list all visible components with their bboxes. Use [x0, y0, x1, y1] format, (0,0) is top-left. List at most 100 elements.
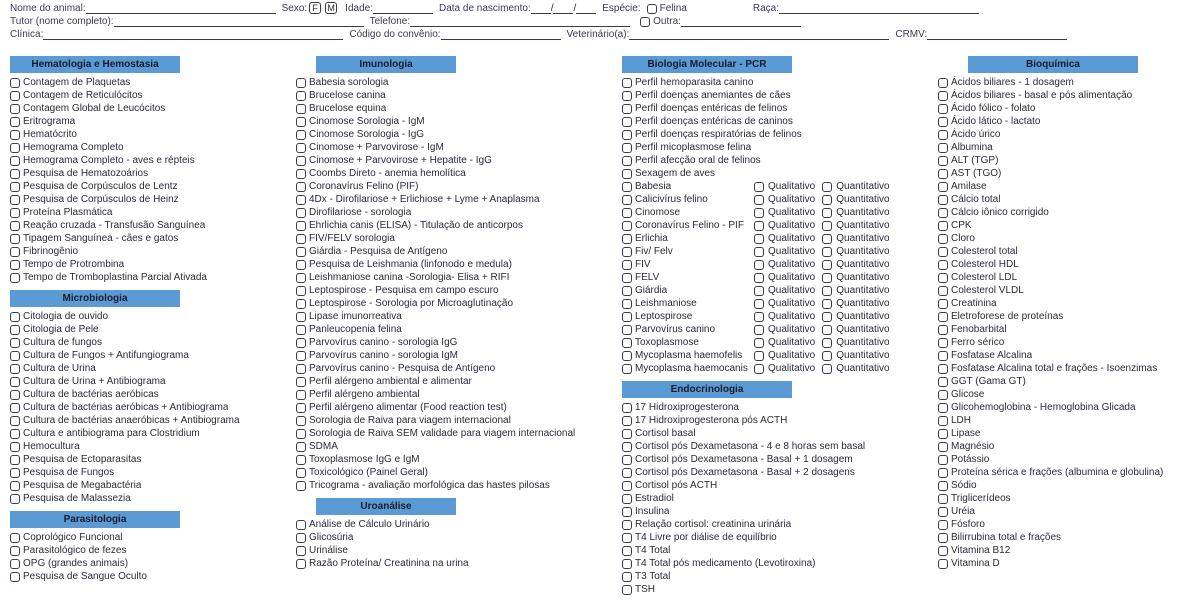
pcr-qq-checkbox[interactable] — [622, 195, 632, 205]
endocrinologia-checkbox[interactable] — [622, 481, 632, 491]
hematologia-checkbox[interactable] — [10, 208, 20, 218]
imunologia-checkbox[interactable] — [296, 429, 306, 439]
hematologia-checkbox[interactable] — [10, 260, 20, 270]
bioquimica-checkbox[interactable] — [938, 286, 948, 296]
bioquimica-checkbox[interactable] — [938, 364, 948, 374]
imunologia-checkbox[interactable] — [296, 234, 306, 244]
endocrinologia-checkbox[interactable] — [622, 572, 632, 582]
bioquimica-checkbox[interactable] — [938, 377, 948, 387]
pcr-checkbox[interactable] — [622, 143, 632, 153]
imunologia-checkbox[interactable] — [296, 403, 306, 413]
microbiologia-checkbox[interactable] — [10, 403, 20, 413]
pcr-quant-checkbox[interactable] — [822, 221, 832, 231]
pcr-checkbox[interactable] — [622, 91, 632, 101]
input-idade[interactable] — [373, 4, 433, 14]
uroanalise-checkbox[interactable] — [296, 546, 306, 556]
pcr-quant-checkbox[interactable] — [822, 208, 832, 218]
endocrinologia-checkbox[interactable] — [622, 559, 632, 569]
input-clinica[interactable] — [43, 30, 343, 40]
microbiologia-checkbox[interactable] — [10, 312, 20, 322]
bioquimica-checkbox[interactable] — [938, 533, 948, 543]
input-codigo[interactable] — [441, 30, 561, 40]
checkbox-sexo-f[interactable]: F — [309, 2, 321, 14]
imunologia-checkbox[interactable] — [296, 260, 306, 270]
bioquimica-checkbox[interactable] — [938, 299, 948, 309]
imunologia-checkbox[interactable] — [296, 364, 306, 374]
imunologia-checkbox[interactable] — [296, 130, 306, 140]
bioquimica-checkbox[interactable] — [938, 351, 948, 361]
endocrinologia-checkbox[interactable] — [622, 533, 632, 543]
hematologia-checkbox[interactable] — [10, 78, 20, 88]
imunologia-checkbox[interactable] — [296, 273, 306, 283]
pcr-qq-checkbox[interactable] — [622, 247, 632, 257]
microbiologia-checkbox[interactable] — [10, 364, 20, 374]
pcr-checkbox[interactable] — [622, 156, 632, 166]
imunologia-checkbox[interactable] — [296, 143, 306, 153]
bioquimica-checkbox[interactable] — [938, 169, 948, 179]
pcr-quant-checkbox[interactable] — [822, 273, 832, 283]
imunologia-checkbox[interactable] — [296, 104, 306, 114]
endocrinologia-checkbox[interactable] — [622, 403, 632, 413]
pcr-quant-checkbox[interactable] — [822, 299, 832, 309]
microbiologia-checkbox[interactable] — [10, 377, 20, 387]
imunologia-checkbox[interactable] — [296, 286, 306, 296]
microbiologia-checkbox[interactable] — [10, 442, 20, 452]
hematologia-checkbox[interactable] — [10, 221, 20, 231]
pcr-quant-checkbox[interactable] — [822, 351, 832, 361]
imunologia-checkbox[interactable] — [296, 351, 306, 361]
microbiologia-checkbox[interactable] — [10, 429, 20, 439]
pcr-qq-checkbox[interactable] — [622, 299, 632, 309]
pcr-qual-checkbox[interactable] — [754, 195, 764, 205]
hematologia-checkbox[interactable] — [10, 182, 20, 192]
pcr-qq-checkbox[interactable] — [622, 182, 632, 192]
imunologia-checkbox[interactable] — [296, 442, 306, 452]
bioquimica-checkbox[interactable] — [938, 546, 948, 556]
imunologia-checkbox[interactable] — [296, 468, 306, 478]
bioquimica-checkbox[interactable] — [938, 117, 948, 127]
bioquimica-checkbox[interactable] — [938, 494, 948, 504]
pcr-quant-checkbox[interactable] — [822, 364, 832, 374]
pcr-qual-checkbox[interactable] — [754, 208, 764, 218]
imunologia-checkbox[interactable] — [296, 78, 306, 88]
imunologia-checkbox[interactable] — [296, 416, 306, 426]
pcr-qual-checkbox[interactable] — [754, 312, 764, 322]
bioquimica-checkbox[interactable] — [938, 195, 948, 205]
pcr-checkbox[interactable] — [622, 78, 632, 88]
imunologia-checkbox[interactable] — [296, 156, 306, 166]
bioquimica-checkbox[interactable] — [938, 247, 948, 257]
imunologia-checkbox[interactable] — [296, 169, 306, 179]
hematologia-checkbox[interactable] — [10, 156, 20, 166]
endocrinologia-checkbox[interactable] — [622, 520, 632, 530]
endocrinologia-checkbox[interactable] — [622, 416, 632, 426]
bioquimica-checkbox[interactable] — [938, 143, 948, 153]
hematologia-checkbox[interactable] — [10, 247, 20, 257]
imunologia-checkbox[interactable] — [296, 299, 306, 309]
hematologia-checkbox[interactable] — [10, 234, 20, 244]
hematologia-checkbox[interactable] — [10, 143, 20, 153]
pcr-qual-checkbox[interactable] — [754, 182, 764, 192]
bioquimica-checkbox[interactable] — [938, 234, 948, 244]
microbiologia-checkbox[interactable] — [10, 494, 20, 504]
pcr-qq-checkbox[interactable] — [622, 234, 632, 244]
endocrinologia-checkbox[interactable] — [622, 585, 632, 595]
pcr-checkbox[interactable] — [622, 169, 632, 179]
imunologia-checkbox[interactable] — [296, 481, 306, 491]
pcr-qq-checkbox[interactable] — [622, 260, 632, 270]
pcr-quant-checkbox[interactable] — [822, 234, 832, 244]
imunologia-checkbox[interactable] — [296, 221, 306, 231]
endocrinologia-checkbox[interactable] — [622, 429, 632, 439]
microbiologia-checkbox[interactable] — [10, 468, 20, 478]
parasitologia-checkbox[interactable] — [10, 572, 20, 582]
hematologia-checkbox[interactable] — [10, 91, 20, 101]
bioquimica-checkbox[interactable] — [938, 91, 948, 101]
imunologia-checkbox[interactable] — [296, 182, 306, 192]
pcr-checkbox[interactable] — [622, 130, 632, 140]
imunologia-checkbox[interactable] — [296, 117, 306, 127]
hematologia-checkbox[interactable] — [10, 117, 20, 127]
input-tutor[interactable] — [114, 17, 364, 27]
pcr-qual-checkbox[interactable] — [754, 273, 764, 283]
pcr-qq-checkbox[interactable] — [622, 208, 632, 218]
imunologia-checkbox[interactable] — [296, 390, 306, 400]
bioquimica-checkbox[interactable] — [938, 273, 948, 283]
parasitologia-checkbox[interactable] — [10, 559, 20, 569]
